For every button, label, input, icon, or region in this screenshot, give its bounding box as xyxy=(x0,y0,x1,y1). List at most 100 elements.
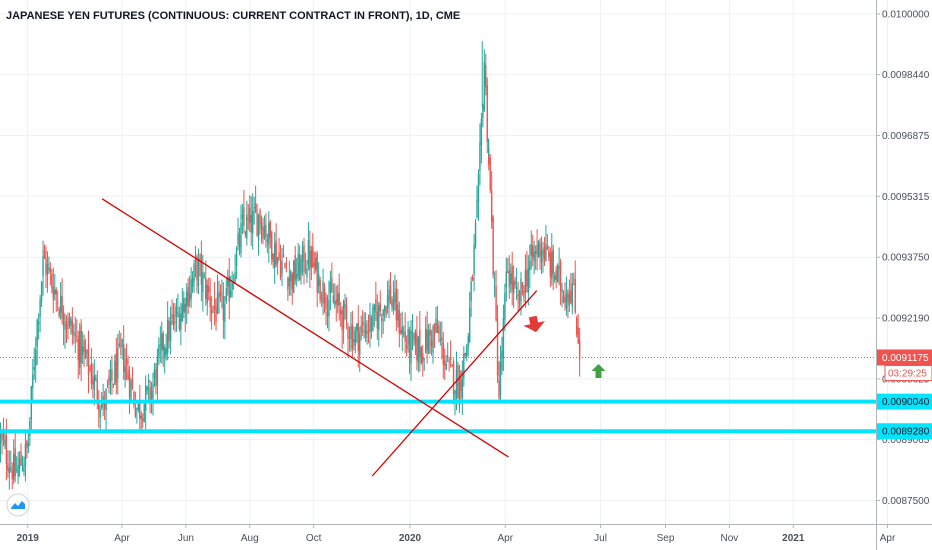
time-tick-label: Apr xyxy=(114,533,130,544)
candle-body xyxy=(549,252,552,277)
candle-body xyxy=(172,314,175,326)
candle-body xyxy=(109,369,112,382)
candle-body xyxy=(155,369,157,386)
candle-body xyxy=(162,333,164,351)
candle-body xyxy=(435,318,437,334)
candle-body xyxy=(446,355,449,358)
candle-body xyxy=(403,333,405,335)
candle-body xyxy=(117,347,119,379)
candle-body xyxy=(526,270,528,287)
candle-body xyxy=(385,307,387,316)
candle-body xyxy=(577,327,579,344)
time-tick-label: Aug xyxy=(241,533,259,544)
candle-body xyxy=(360,325,362,333)
candle-body xyxy=(11,469,13,480)
logo-icon xyxy=(6,493,30,517)
candle-body xyxy=(405,344,408,349)
candle-body xyxy=(42,256,44,277)
candle-body xyxy=(249,207,251,223)
candle-body xyxy=(206,284,208,304)
candle-body xyxy=(444,360,446,366)
candle-body xyxy=(92,378,94,385)
candle-body xyxy=(81,346,84,355)
current-price-label: 0.0091175 xyxy=(882,353,929,364)
candle-body xyxy=(331,277,333,293)
candle-body xyxy=(21,468,24,472)
candle-body xyxy=(463,353,465,379)
candle-body xyxy=(573,284,575,286)
candle-body xyxy=(291,274,293,290)
candle-body xyxy=(174,321,176,323)
candle-body xyxy=(317,274,320,286)
support-price-label-bg xyxy=(877,393,932,410)
candle-body xyxy=(218,293,220,299)
candle-body xyxy=(413,334,415,341)
candle-body xyxy=(282,254,285,258)
candle-body xyxy=(304,269,307,271)
candle-body xyxy=(515,287,518,290)
candle-body xyxy=(177,311,179,315)
price-tick-label: 0.0096875 xyxy=(882,131,930,142)
candle-body xyxy=(328,299,330,317)
candle-body xyxy=(344,304,346,308)
candle-body xyxy=(467,336,469,347)
candlestick-series xyxy=(0,41,581,490)
candle-body xyxy=(237,232,239,245)
candle-body xyxy=(39,299,41,317)
candle-body xyxy=(212,305,214,308)
candle-body xyxy=(480,118,483,146)
candle-body xyxy=(202,272,204,293)
candle-body xyxy=(203,275,206,277)
candle-body xyxy=(2,432,5,440)
candle-body xyxy=(164,347,166,358)
candle-body xyxy=(128,374,131,398)
candle-body xyxy=(460,370,462,391)
candle-body xyxy=(231,283,233,290)
time-tick-label: 2020 xyxy=(399,533,422,544)
logo-badge[interactable] xyxy=(6,493,30,517)
candle-body xyxy=(363,330,365,332)
candle-body xyxy=(257,215,260,241)
candle-body xyxy=(99,409,101,418)
candle-body xyxy=(89,368,91,370)
candle-body xyxy=(59,295,62,313)
candle-body xyxy=(68,318,71,327)
candle-body xyxy=(313,262,315,267)
candle-body xyxy=(315,257,317,270)
candle-body xyxy=(7,464,9,471)
candle-body xyxy=(115,353,118,383)
candle-body xyxy=(178,313,181,330)
candle-body xyxy=(300,259,302,274)
candle-body xyxy=(93,375,96,390)
candle-body xyxy=(325,297,327,309)
candle-body xyxy=(125,358,128,366)
candle-body xyxy=(401,327,403,335)
candle-body xyxy=(546,246,549,249)
candle-body xyxy=(35,349,37,366)
candle-body xyxy=(529,260,531,271)
candle-body xyxy=(238,234,241,247)
candle-body xyxy=(458,377,461,406)
candle-body xyxy=(149,387,151,401)
candle-body xyxy=(576,318,578,335)
candle-body xyxy=(103,402,106,410)
candle-body xyxy=(46,263,49,275)
candle-body xyxy=(143,404,145,422)
candle-body xyxy=(408,329,411,357)
price-tick-label: 0.0089065 xyxy=(882,435,930,446)
candle-body xyxy=(169,320,172,342)
candle-body xyxy=(273,243,276,269)
time-scale[interactable]: 2019 Apr Jun Aug Oct 2020 Apr Jul Sep Nov 2021 Apr xyxy=(0,524,932,544)
candle-body xyxy=(240,222,242,253)
candle-body xyxy=(183,298,185,312)
candle-body xyxy=(556,265,559,283)
candle-body xyxy=(477,174,480,202)
candle-body xyxy=(51,273,53,288)
candle-body xyxy=(144,385,147,411)
candle-body xyxy=(77,338,79,361)
price-tick-label: 0.0100000 xyxy=(882,9,930,20)
candle-body xyxy=(40,281,43,301)
candle-body xyxy=(568,294,571,306)
candle-body xyxy=(342,300,345,329)
